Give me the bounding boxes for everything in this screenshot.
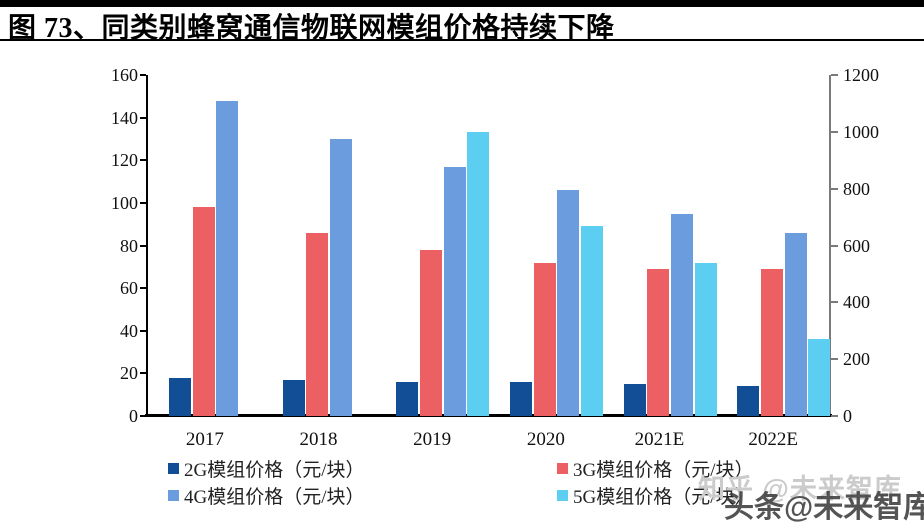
bar-3g-2020 xyxy=(533,262,556,416)
category-label-2017: 2017 xyxy=(185,429,224,450)
right-tick-600 xyxy=(831,244,838,247)
right-tick-label-1200: 1200 xyxy=(843,65,879,85)
left-tick-label-140: 140 xyxy=(111,107,138,128)
category-label-2022E: 2022E xyxy=(748,429,798,450)
right-tick-label-1000: 1000 xyxy=(843,121,879,142)
legend-marker-3g xyxy=(557,463,568,474)
bar-4g-2018 xyxy=(330,138,353,416)
right-tick-label-0: 0 xyxy=(843,406,852,426)
legend-item-4g: 4G模组价格（元/块） xyxy=(168,483,557,508)
bar-5g-2019 xyxy=(467,131,490,416)
watermark-zhihu: 知乎 @未来智库 xyxy=(698,474,902,504)
right-tick-1200 xyxy=(831,74,838,76)
bar-2g-2022E xyxy=(737,386,760,416)
left-tick-100 xyxy=(140,201,146,204)
bar-2g-2018 xyxy=(282,379,305,416)
bar-3g-2021E xyxy=(647,268,670,416)
left-tick-120 xyxy=(140,159,146,162)
left-tick-60 xyxy=(140,287,146,290)
right-tick-400 xyxy=(831,301,838,304)
bar-4g-2017 xyxy=(216,100,239,416)
bar-3g-2018 xyxy=(306,232,329,416)
left-tick-80 xyxy=(140,244,146,247)
bar-4g-2022E xyxy=(784,232,807,416)
bar-2g-2020 xyxy=(510,381,532,416)
left-tick-20 xyxy=(140,372,146,375)
bar-2g-2019 xyxy=(396,381,419,416)
left-tick-140 xyxy=(140,116,146,119)
right-tick-1000 xyxy=(831,130,838,133)
right-y-axis-line xyxy=(829,75,831,416)
right-tick-200 xyxy=(831,358,838,361)
bar-4g-2021E xyxy=(671,213,694,416)
left-tick-label-0: 0 xyxy=(129,406,138,426)
left-tick-label-80: 80 xyxy=(120,235,138,256)
legend-item-3g: 3G模组价格（元/块） xyxy=(557,456,754,481)
bar-4g-2019 xyxy=(443,166,466,416)
legend-item-2g: 2G模组价格（元/块） xyxy=(168,456,557,481)
bar-3g-2017 xyxy=(192,207,215,416)
left-tick-label-40: 40 xyxy=(120,320,138,341)
title-underline xyxy=(0,39,924,41)
bar-5g-2020 xyxy=(581,225,604,416)
left-tick-160 xyxy=(140,74,146,76)
legend-marker-4g xyxy=(168,490,179,501)
bar-5g-2021E xyxy=(694,262,717,416)
top-black-bar xyxy=(0,0,924,7)
legend-label-5g: 5G模组价格（元/块） xyxy=(573,487,754,508)
legend-marker-2g xyxy=(168,463,179,474)
right-tick-label-800: 800 xyxy=(843,178,870,199)
legend-label-3g: 3G模组价格（元/块） xyxy=(573,460,754,481)
left-y-axis-line xyxy=(146,75,148,416)
bar-2g-2021E xyxy=(623,384,646,416)
bar-3g-2022E xyxy=(761,268,784,416)
left-tick-40 xyxy=(140,329,146,332)
right-tick-label-600: 600 xyxy=(843,235,870,256)
category-label-2020: 2020 xyxy=(526,429,565,450)
figure-title: 图 73、同类别蜂窝通信物联网模组价格持续下降 xyxy=(8,13,615,44)
left-tick-label-60: 60 xyxy=(120,278,138,299)
bar-3g-2019 xyxy=(420,249,443,416)
left-tick-label-100: 100 xyxy=(111,192,138,213)
bar-4g-2020 xyxy=(557,190,580,416)
left-tick-label-120: 120 xyxy=(111,150,138,171)
right-tick-800 xyxy=(831,187,838,190)
left-tick-label-160: 160 xyxy=(111,65,138,85)
right-tick-0 xyxy=(831,415,838,417)
right-tick-label-200: 200 xyxy=(843,349,870,370)
legend-marker-5g xyxy=(557,490,568,501)
left-tick-label-20: 20 xyxy=(120,363,138,384)
left-tick-0 xyxy=(140,415,146,417)
category-label-2021E: 2021E xyxy=(634,429,685,450)
bar-2g-2017 xyxy=(169,377,191,416)
category-label-2019: 2019 xyxy=(413,429,452,450)
legend-label-4g: 4G模组价格（元/块） xyxy=(184,487,365,508)
bar-5g-2022E xyxy=(808,339,831,416)
chart-legend: 2G模组价格（元/块） 3G模组价格（元/块） 4G模组价格（元/块） 5G模组价格（… xyxy=(168,456,754,508)
legend-item-5g: 5G模组价格（元/块） xyxy=(557,483,754,508)
right-tick-label-400: 400 xyxy=(843,292,870,313)
category-label-2018: 2018 xyxy=(299,429,338,450)
legend-label-2g: 2G模组价格（元/块） xyxy=(184,460,365,481)
watermark-toutiao: 头条@未来智库 xyxy=(724,491,924,524)
